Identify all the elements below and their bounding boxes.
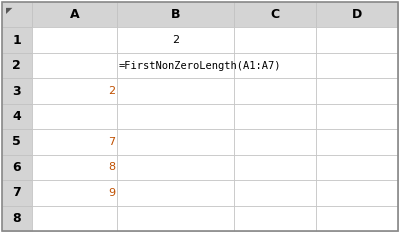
Text: 4: 4	[12, 110, 21, 123]
Bar	[117, 27, 234, 53]
Bar	[316, 180, 398, 206]
Bar	[117, 104, 234, 129]
Bar	[316, 78, 398, 104]
Bar	[234, 53, 316, 78]
Bar	[316, 104, 398, 129]
Bar	[117, 155, 234, 180]
Bar	[117, 206, 234, 231]
Bar	[32, 104, 117, 129]
Bar	[117, 2, 234, 27]
Text: 3: 3	[12, 85, 21, 98]
Bar	[2, 104, 32, 129]
Bar	[32, 180, 117, 206]
Text: 7: 7	[12, 186, 21, 199]
Bar	[316, 129, 398, 155]
Text: 6: 6	[12, 161, 21, 174]
Bar	[32, 129, 117, 155]
Bar	[32, 78, 117, 104]
Text: 7: 7	[108, 137, 115, 147]
Bar	[234, 206, 316, 231]
Bar	[2, 53, 32, 78]
Text: 8: 8	[108, 162, 115, 172]
Bar	[316, 53, 398, 78]
Bar	[316, 155, 398, 180]
Bar	[234, 104, 316, 129]
Bar	[234, 27, 316, 53]
Bar	[234, 155, 316, 180]
Bar	[2, 2, 32, 27]
Bar	[117, 180, 234, 206]
Bar	[234, 2, 316, 27]
Bar	[117, 129, 234, 155]
Bar	[32, 27, 117, 53]
Text: 2: 2	[12, 59, 21, 72]
Text: 1: 1	[12, 34, 21, 47]
Text: B: B	[170, 8, 180, 21]
Text: 2: 2	[172, 35, 179, 45]
Text: 9: 9	[108, 188, 115, 198]
Bar	[234, 129, 316, 155]
Text: 5: 5	[12, 135, 21, 148]
Bar	[316, 27, 398, 53]
Bar	[234, 78, 316, 104]
Bar	[316, 2, 398, 27]
Text: 2: 2	[108, 86, 115, 96]
Bar	[117, 53, 234, 78]
Bar	[234, 180, 316, 206]
Bar	[2, 27, 32, 53]
Bar	[2, 180, 32, 206]
Text: =FirstNonZeroLength(A1:A7): =FirstNonZeroLength(A1:A7)	[118, 61, 281, 71]
Bar	[117, 78, 234, 104]
Bar	[32, 206, 117, 231]
Text: 8: 8	[12, 212, 21, 225]
Bar	[2, 206, 32, 231]
Text: A: A	[70, 8, 79, 21]
Bar	[2, 155, 32, 180]
Bar	[32, 53, 117, 78]
Bar	[316, 206, 398, 231]
Bar	[2, 78, 32, 104]
Bar	[2, 129, 32, 155]
Text: D: D	[352, 8, 362, 21]
Text: C: C	[270, 8, 279, 21]
Bar	[32, 2, 117, 27]
Text: ◤: ◤	[6, 7, 12, 15]
Bar	[32, 155, 117, 180]
